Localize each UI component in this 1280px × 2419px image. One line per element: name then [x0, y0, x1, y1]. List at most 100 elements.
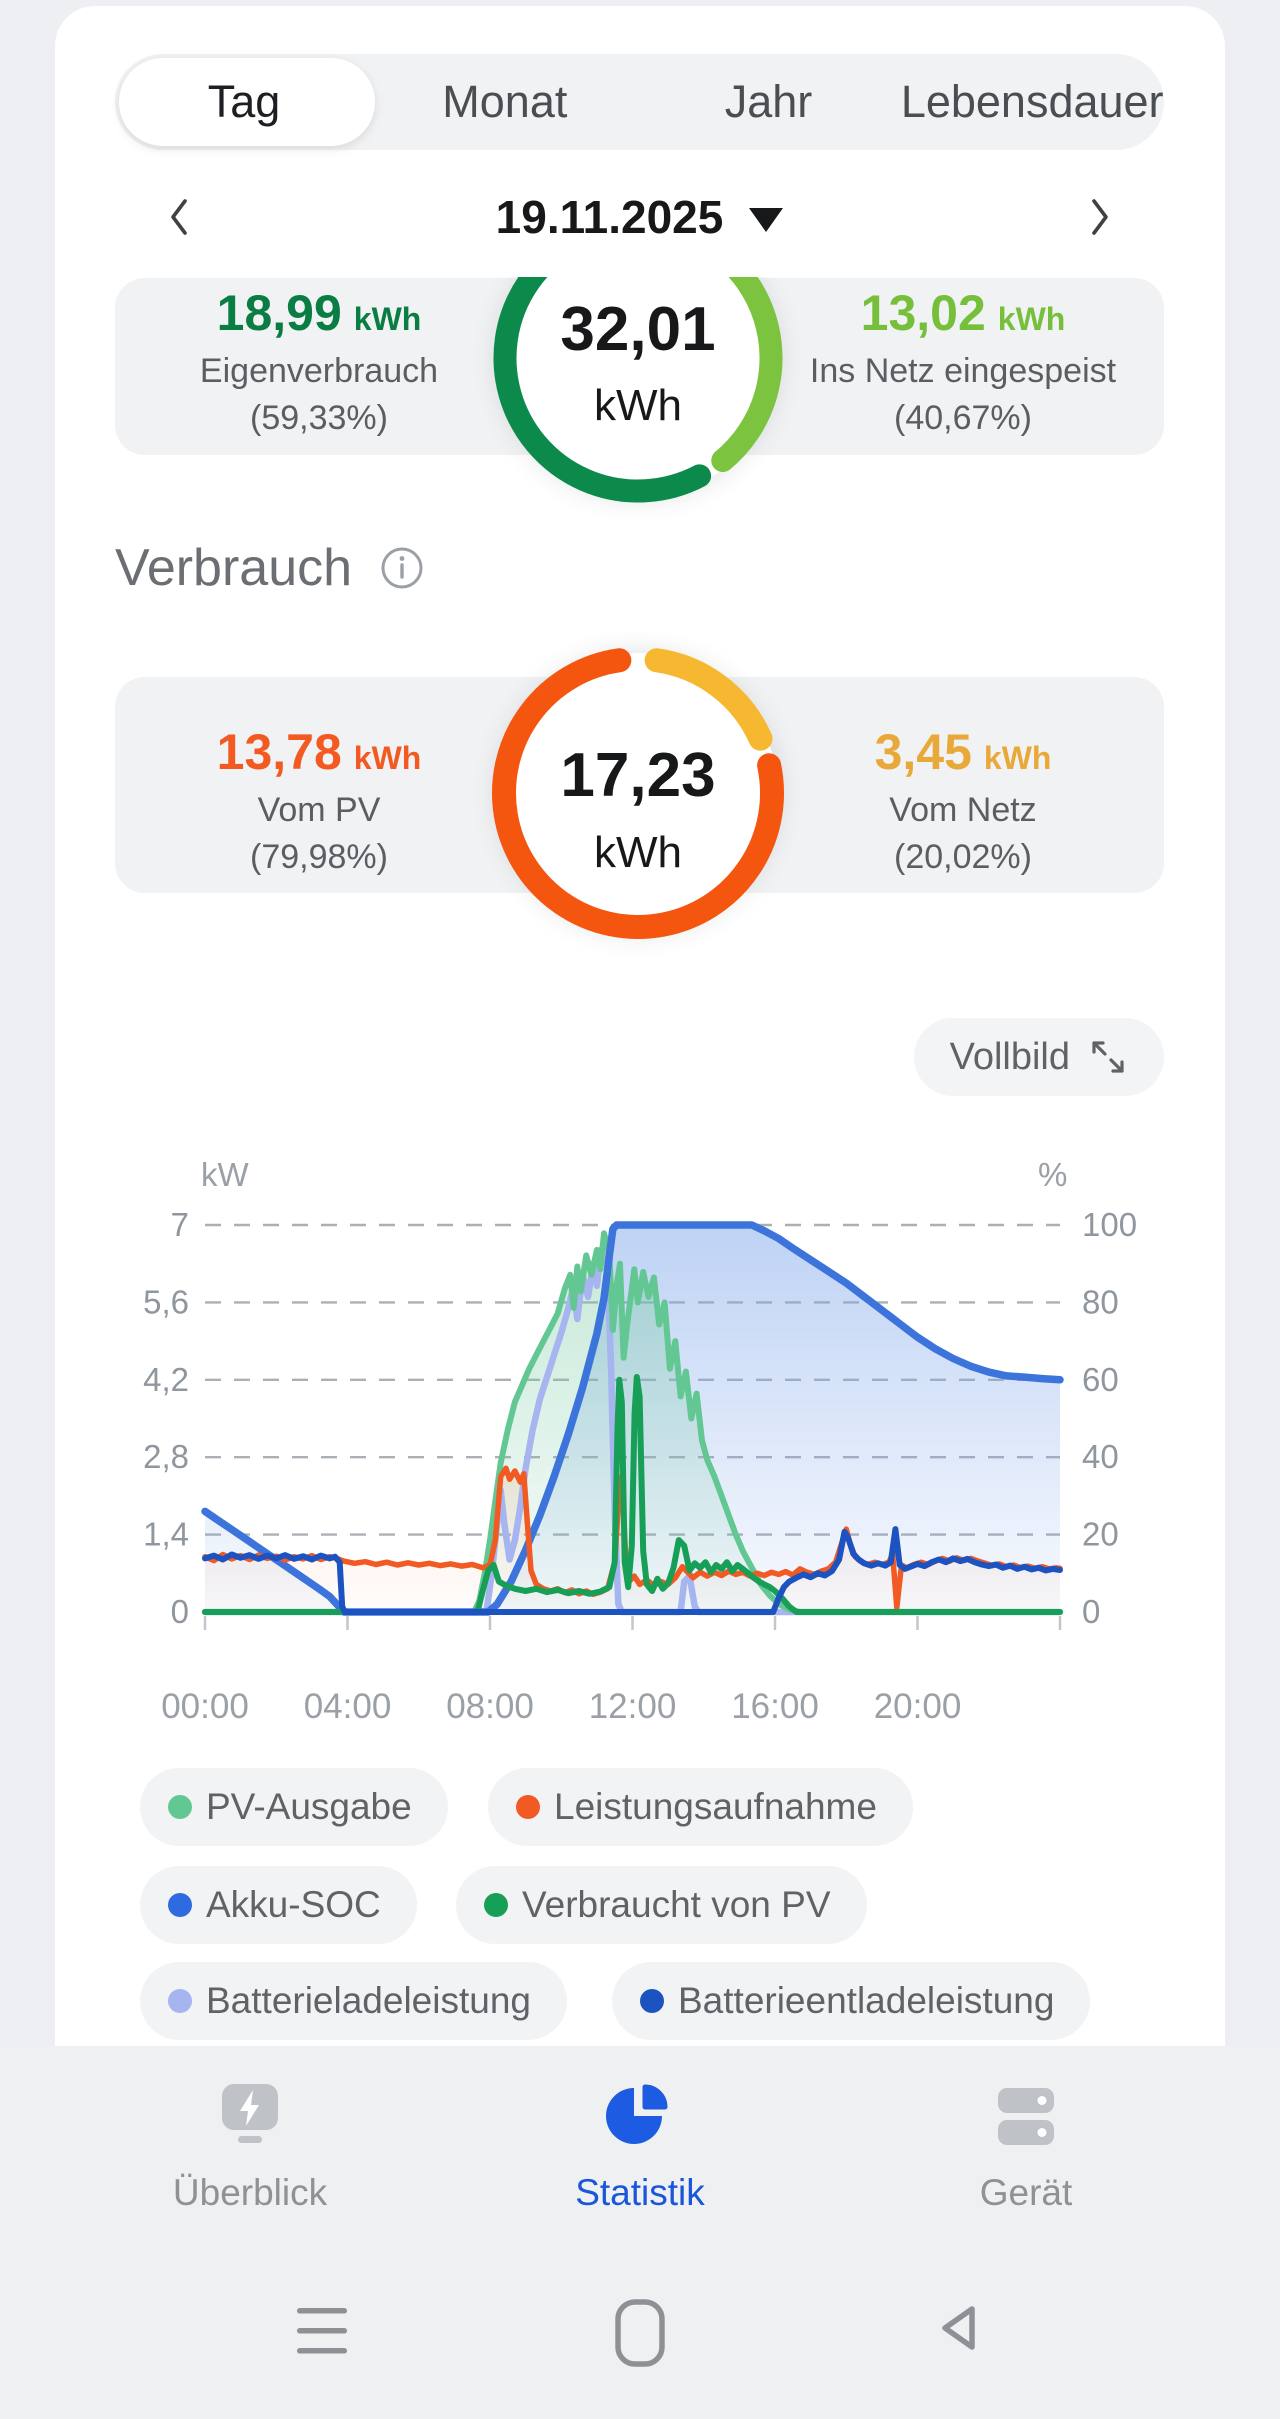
legend-verbraucht-von-pv[interactable]: Verbraucht von PV [456, 1866, 867, 1944]
y-right-tick-label: 20 [1082, 1516, 1119, 1553]
x-tick-label: 04:00 [304, 1687, 392, 1726]
statistics-pie-icon [606, 2084, 668, 2144]
akku-soc-dot-icon [168, 1893, 192, 1917]
selected-tab-pill [119, 58, 375, 146]
dropdown-caret-icon [749, 208, 784, 232]
x-tick-label: 16:00 [731, 1687, 819, 1726]
self-consumption-label: Eigenverbrauch [199, 352, 439, 390]
nav-item-ueberblick[interactable]: Überblick [90, 2076, 410, 2214]
fullscreen-button[interactable]: Vollbild [913, 1018, 1164, 1096]
self-consumption-percent: (59,33%) [250, 399, 388, 437]
consumption-section-title: Verbrauch [115, 538, 426, 598]
y-left-tick-label: 7 [171, 1206, 189, 1243]
nav-label-statistik: Statistik [575, 2172, 705, 2213]
nav-item-geraet[interactable]: Gerät [866, 2076, 1186, 2214]
y-right-tick-label: 60 [1082, 1361, 1119, 1398]
bottom-navigation: Überblick Statistik Gerät [0, 2046, 1280, 2419]
feed-in-unit: kWh [997, 301, 1066, 337]
home-button[interactable] [613, 2298, 669, 2375]
feed-in-value: 13,02 [860, 285, 986, 341]
back-button[interactable] [932, 2300, 988, 2365]
x-tick-label: 20:00 [874, 1687, 962, 1726]
right-axis-unit: % [1038, 1156, 1067, 1193]
legend-label: Batterieentladeleistung [678, 1980, 1055, 2021]
from-pv-stat: 13,78 kWh Vom PV (79,98%) [139, 723, 499, 877]
x-tick-label: 12:00 [589, 1687, 677, 1726]
legend-label: Verbraucht von PV [522, 1884, 831, 1925]
batterieentladeleistung-dot-icon [640, 1989, 664, 2013]
nav-item-statistik[interactable]: Statistik [480, 2076, 800, 2214]
device-icon [998, 2088, 1054, 2145]
legend-label: Akku-SOC [206, 1884, 381, 1925]
from-pv-label: Vom PV [257, 791, 381, 829]
from-grid-unit: kWh [983, 740, 1052, 776]
nav-label-geraet: Gerät [979, 2172, 1073, 2213]
from-grid-value: 3,45 [874, 724, 972, 780]
from-grid-label: Vom Netz [889, 791, 1037, 829]
series-line-PV-Ausgabe [202, 1230, 1063, 1615]
date-picker[interactable]: 19.11.2025 [496, 190, 784, 244]
chevron-right-icon [1092, 199, 1108, 235]
recents-button[interactable] [294, 2304, 350, 2365]
series-fill-Leistungsaufnahme [205, 1468, 1060, 1612]
power-chart-svg: 0 0 1,4 20 2,8 40 4,2 60 5,6 80 7 100 kW % 00:00 04:00 0… [143, 1156, 1137, 1726]
pv-ausgabe-dot-icon [168, 1795, 192, 1819]
feed-in-stat: 13,02 kWh Ins Netz eingespeist (40,67%) [768, 284, 1158, 438]
series-line-Verbraucht von PV [202, 1374, 1063, 1615]
back-triangle-icon [942, 2306, 975, 2350]
production-card: 18,99 kWh Eigenverbrauch (59,33%) 13,02 … [115, 278, 1164, 455]
feed-in-percent: (40,67%) [894, 399, 1032, 437]
y-right-tick-label: 100 [1082, 1206, 1137, 1243]
leistungsaufnahme-dot-icon [516, 1795, 540, 1819]
nav-label-ueberblick: Überblick [172, 2172, 328, 2213]
y-left-tick-label: 1,4 [143, 1516, 189, 1553]
legend-leistungsaufnahme[interactable]: Leistungsaufnahme [488, 1768, 913, 1846]
date-nav: 19.11.2025 [115, 172, 1164, 262]
period-tabs: Tag Monat Jahr Lebensdauer [115, 54, 1164, 150]
series-line-Batterieentladeleistung [202, 1526, 1063, 1615]
left-axis-unit: kW [201, 1156, 250, 1193]
y-left-tick-label: 0 [171, 1593, 189, 1630]
info-icon[interactable] [378, 544, 426, 592]
expand-icon [1092, 1041, 1124, 1073]
y-left-tick-label: 5,6 [143, 1283, 189, 1320]
y-right-tick-label: 0 [1082, 1593, 1100, 1630]
tab-monat[interactable]: Monat [442, 76, 568, 127]
series-line-Akku-SOC [201, 1221, 1064, 1616]
current-date: 19.11.2025 [495, 191, 724, 243]
prev-day-button[interactable] [163, 195, 195, 239]
from-pv-unit: kWh [353, 740, 422, 776]
from-pv-percent: (79,98%) [250, 838, 388, 876]
legend-label: Leistungsaufnahme [554, 1786, 877, 1827]
legend-pv-ausgabe[interactable]: PV-Ausgabe [140, 1768, 448, 1846]
home-square-icon [615, 2299, 665, 2367]
legend-label: PV-Ausgabe [206, 1786, 412, 1827]
menu-lines-icon [297, 2308, 347, 2354]
tab-tag[interactable]: Tag [207, 76, 281, 127]
power-chart[interactable]: 0 0 1,4 20 2,8 40 4,2 60 5,6 80 7 100 kW% 00:00 04:00 0… [130, 1140, 1180, 1760]
legend-label: Batterieladeleistung [206, 1980, 531, 2021]
y-right-tick-label: 40 [1082, 1438, 1119, 1475]
legend-batterieentladeleistung[interactable]: Batterieentladeleistung [612, 1962, 1091, 2040]
self-consumption-stat: 18,99 kWh Eigenverbrauch (59,33%) [139, 284, 499, 438]
overview-icon [222, 2084, 278, 2143]
verbraucht-von-pv-dot-icon [484, 1893, 508, 1917]
legend-batterieladeleistung[interactable]: Batterieladeleistung [140, 1962, 567, 2040]
from-grid-percent: (20,02%) [894, 838, 1032, 876]
section-title-text: Verbrauch [115, 539, 353, 597]
system-navbar [0, 2290, 1280, 2390]
x-tick-label: 00:00 [161, 1687, 249, 1726]
y-right-tick-label: 80 [1082, 1283, 1119, 1320]
tab-lebensdauer[interactable]: Lebensdauer [900, 76, 1164, 127]
tab-jahr[interactable]: Jahr [724, 76, 813, 127]
self-consumption-unit: kWh [353, 301, 422, 337]
chevron-left-icon [171, 199, 187, 235]
feed-in-label: Ins Netz eingespeist [809, 352, 1117, 390]
from-grid-stat: 3,45 kWh Vom Netz (20,02%) [768, 723, 1158, 877]
y-left-tick-label: 2,8 [143, 1438, 189, 1475]
y-left-tick-label: 4,2 [143, 1361, 189, 1398]
legend-akku-soc[interactable]: Akku-SOC [140, 1866, 417, 1944]
from-pv-value: 13,78 [216, 724, 342, 780]
next-day-button[interactable] [1084, 195, 1116, 239]
consumption-card: 13,78 kWh Vom PV (79,98%) 3,45 kWh Vom N… [115, 677, 1164, 893]
